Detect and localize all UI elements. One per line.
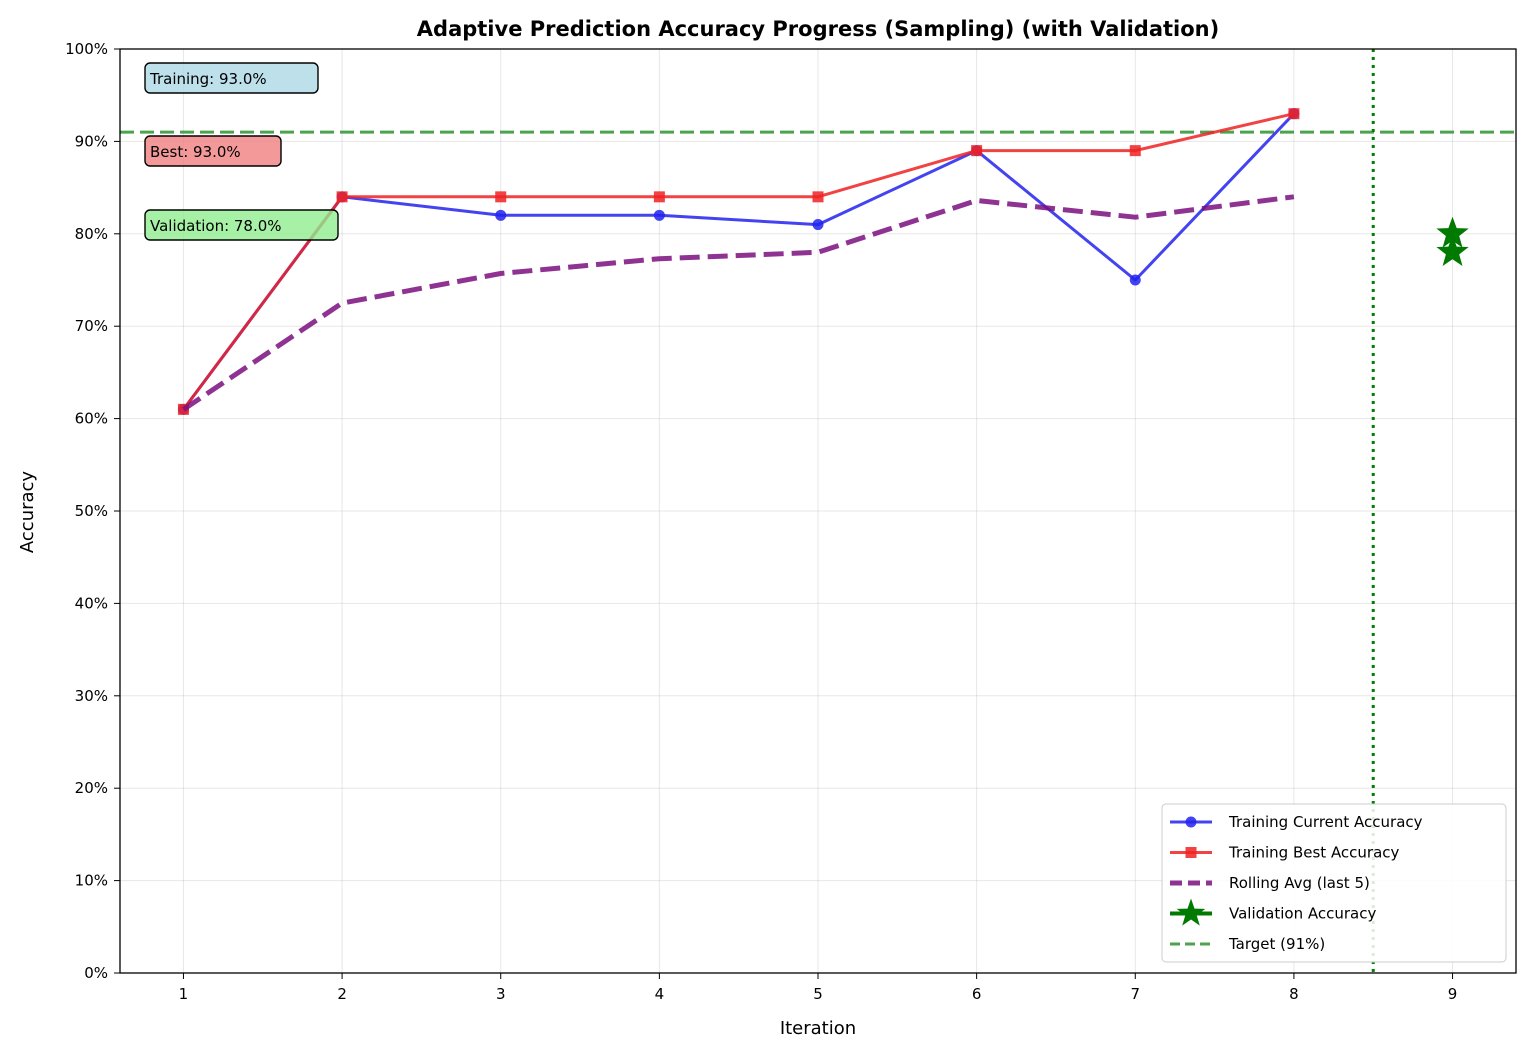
y-axis-title: Accuracy [17, 471, 38, 554]
legend-swatch-marker [1176, 898, 1206, 926]
y-tick-label: 100% [65, 40, 108, 58]
point-best-accuracy [1288, 108, 1300, 120]
x-tick-label: 9 [1448, 985, 1458, 1003]
legend: Training Current Accuracy Training Best A… [1161, 803, 1507, 963]
series-line-2 [182, 194, 1295, 412]
point-current-accuracy [653, 209, 665, 221]
point-validation-accuracy [1436, 235, 1469, 266]
legend-label: Validation Accuracy [1229, 905, 1376, 923]
legend-swatch-marker [1185, 816, 1197, 828]
point-best-accuracy [971, 145, 983, 157]
series-line-1 [182, 112, 1295, 411]
y-tick-label: 70% [75, 317, 108, 335]
y-tick-label: 50% [75, 502, 108, 520]
point-current-accuracy [1129, 274, 1141, 286]
point-current-accuracy [495, 209, 507, 221]
y-tick-label: 20% [75, 779, 108, 797]
x-tick-label: 6 [972, 985, 982, 1003]
point-best-accuracy [1129, 145, 1141, 157]
series-line-0 [182, 112, 1295, 411]
legend-box [1161, 803, 1507, 963]
point-best-accuracy [812, 191, 824, 203]
point-current-accuracy [812, 219, 824, 231]
annotation-box [144, 209, 339, 241]
point-best-accuracy [336, 191, 348, 203]
x-tick-label: 8 [1289, 985, 1299, 1003]
y-tick-label: 80% [75, 225, 108, 243]
y-tick-label: 40% [75, 594, 108, 612]
y-tick-label: 0% [84, 964, 108, 982]
legend-label: Training Best Accuracy [1228, 844, 1400, 862]
x-axis-title: Iteration [780, 1018, 856, 1039]
point-best-accuracy [495, 191, 507, 203]
y-tick-label: 10% [75, 872, 108, 890]
y-tick-label: 90% [75, 132, 108, 150]
annotation-box [144, 62, 319, 94]
annotations: Training: 93.0% Best: 93.0% Validation: 78… [144, 62, 339, 241]
annotation-box [144, 135, 282, 167]
point-best-accuracy [177, 403, 189, 415]
series [177, 108, 1469, 415]
point-best-accuracy [653, 191, 665, 203]
annotation-text: Training: 93.0% [149, 70, 267, 88]
point-validation-accuracy [1436, 216, 1469, 248]
chart-title: Adaptive Prediction Accuracy Progress (S… [417, 17, 1219, 41]
y-tick-label: 30% [75, 687, 108, 705]
axes: 1 2 3 4 5 6 7 8 90%10%20%30%40%50%60%70%80%90%10… [65, 40, 1457, 1003]
x-tick-label: 2 [337, 985, 347, 1003]
x-tick-label: 1 [179, 985, 189, 1003]
x-tick-label: 5 [813, 985, 823, 1003]
legend-label: Target (91%) [1228, 935, 1325, 953]
legend-swatch-marker [1185, 847, 1197, 858]
x-tick-label: 3 [496, 985, 506, 1003]
x-tick-label: 7 [1130, 985, 1140, 1003]
y-tick-label: 60% [75, 410, 108, 428]
annotation-text: Validation: 78.0% [150, 217, 282, 235]
legend-label: Training Current Accuracy [1228, 813, 1423, 831]
legend-label: Rolling Avg (last 5) [1229, 874, 1370, 892]
annotation-text: Best: 93.0% [150, 143, 241, 161]
x-tick-label: 4 [655, 985, 665, 1003]
